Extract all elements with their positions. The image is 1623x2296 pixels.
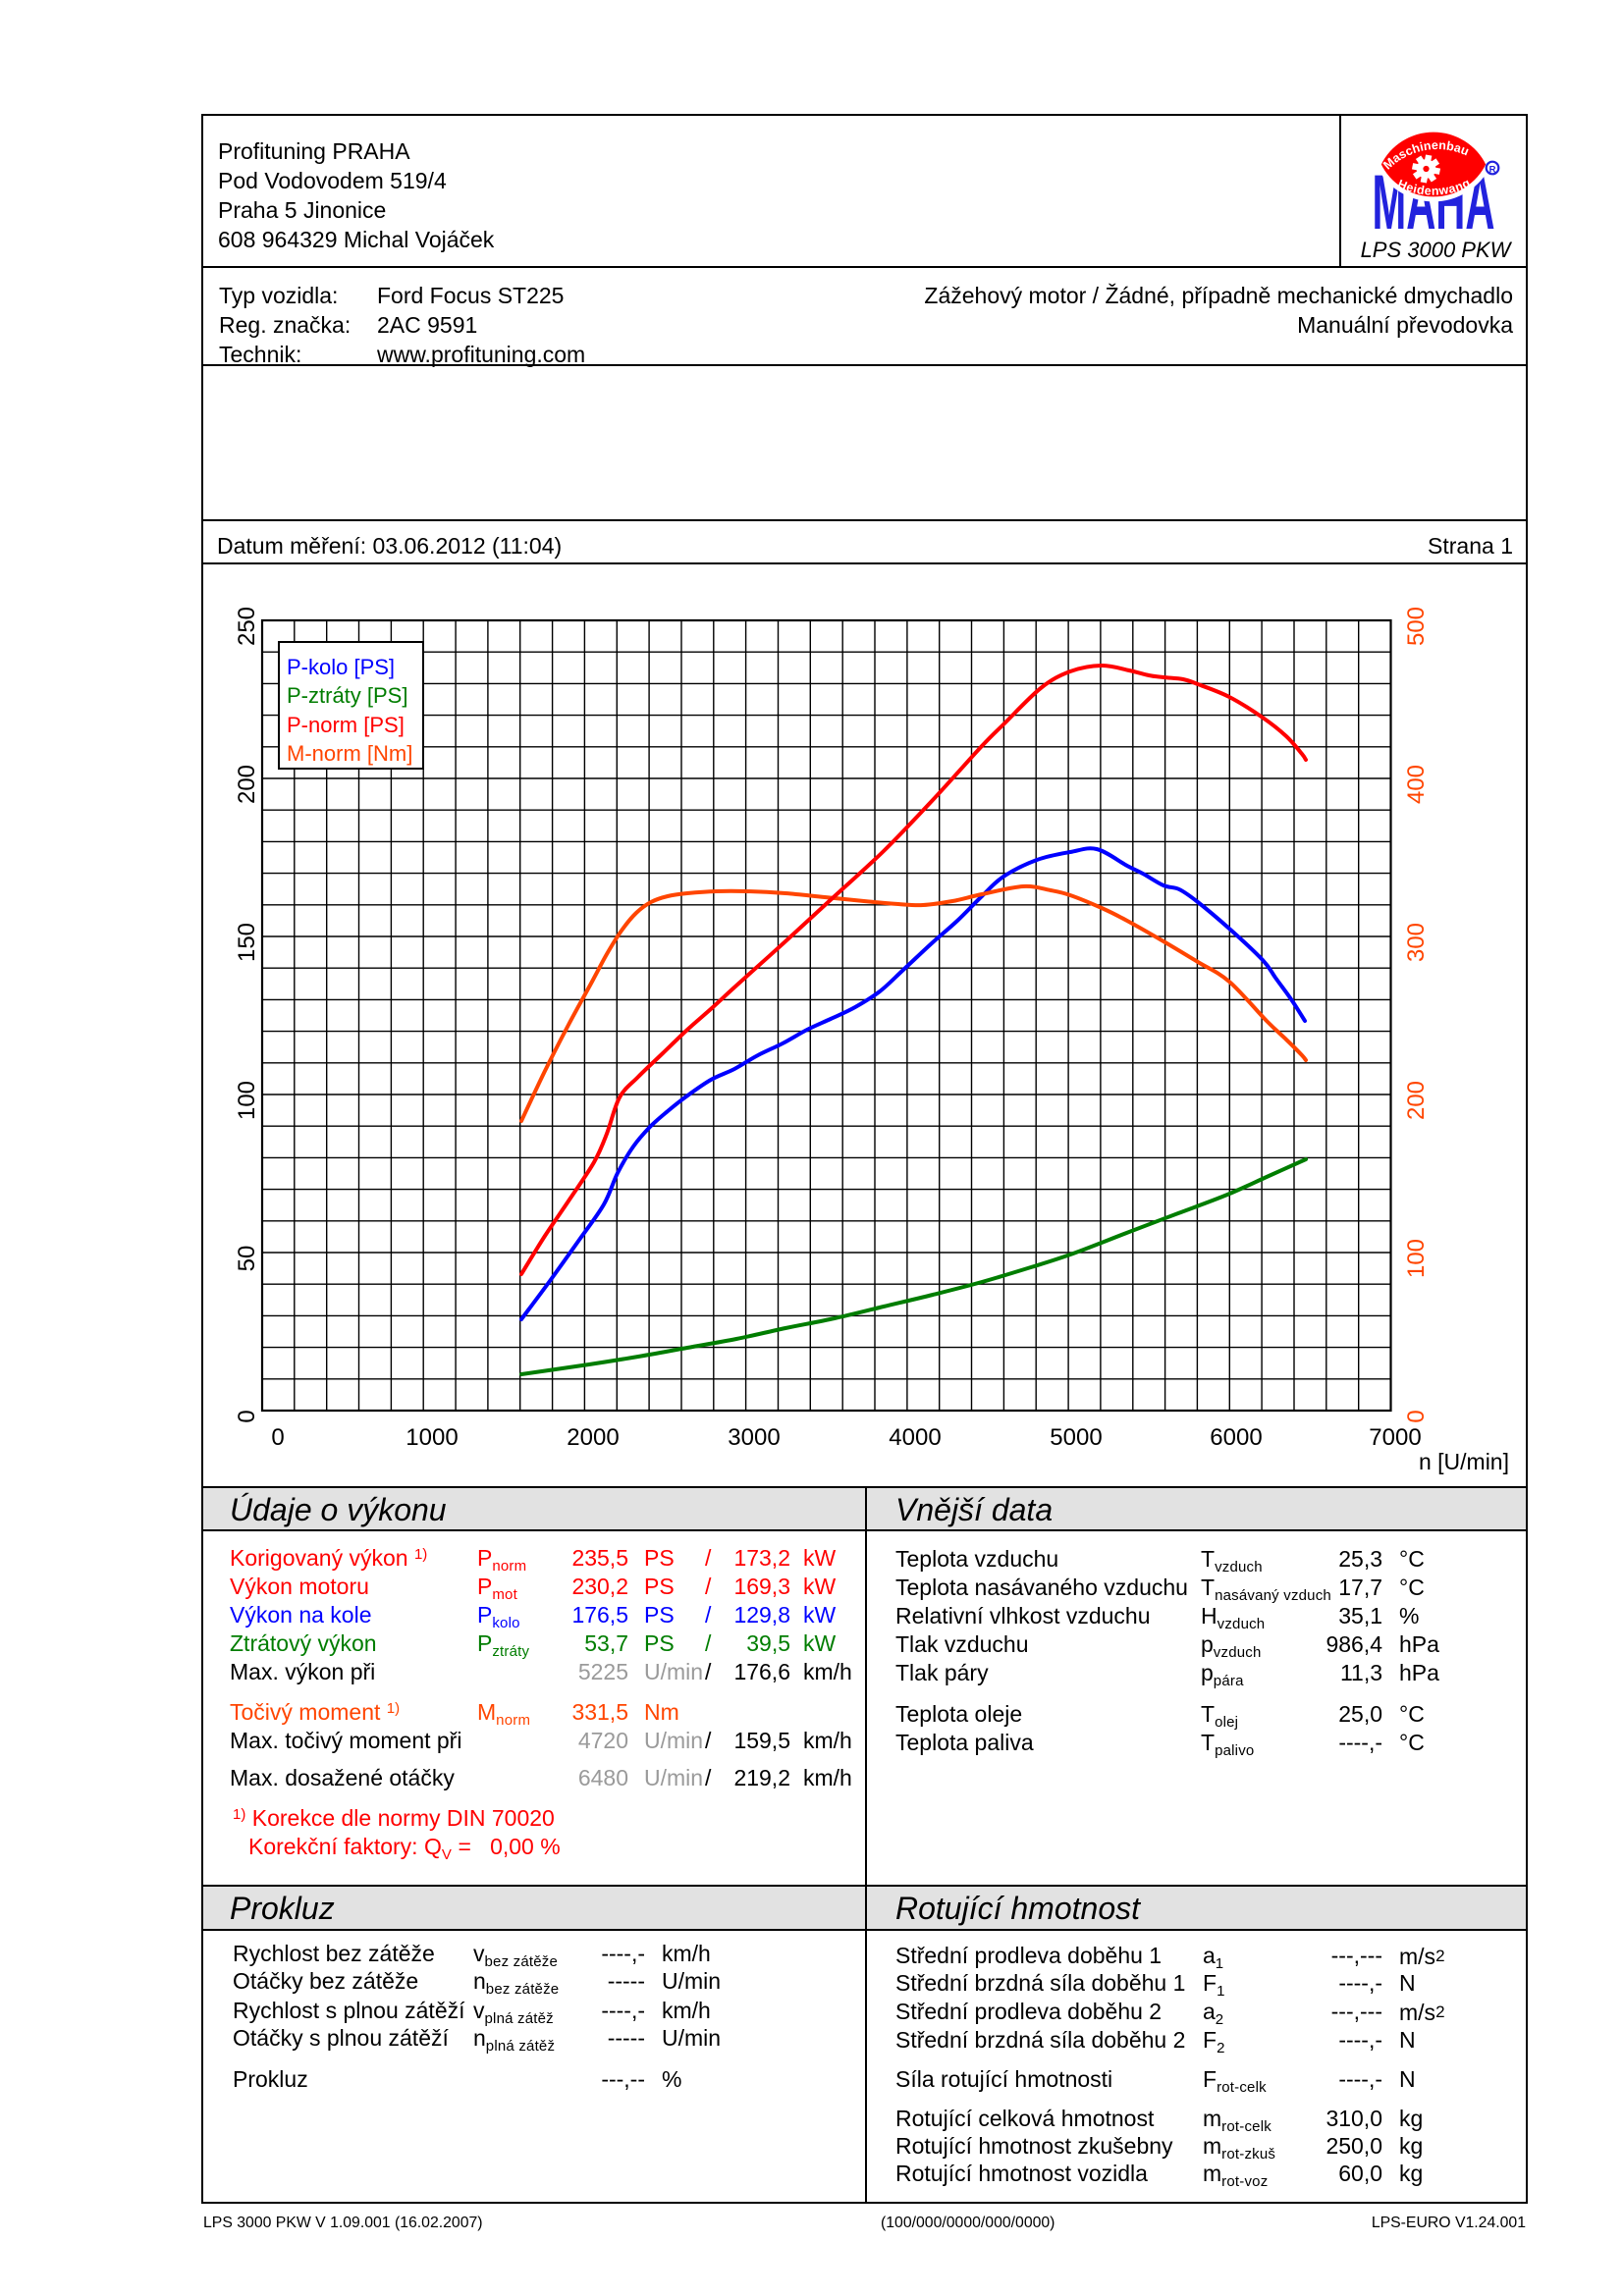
svg-text:500: 500 bbox=[1403, 607, 1430, 646]
svg-text:0: 0 bbox=[234, 1410, 260, 1422]
svg-text:4000: 4000 bbox=[889, 1424, 941, 1451]
svg-text:250: 250 bbox=[234, 607, 260, 646]
svg-text:150: 150 bbox=[234, 923, 260, 962]
svg-text:R: R bbox=[1489, 165, 1496, 176]
svg-text:LPS 3000 PKW: LPS 3000 PKW bbox=[1361, 238, 1513, 262]
svg-text:P-kolo [PS]: P-kolo [PS] bbox=[287, 655, 395, 679]
svg-text:3000: 3000 bbox=[728, 1424, 780, 1451]
svg-text:200: 200 bbox=[234, 765, 260, 804]
svg-text:300: 300 bbox=[1403, 923, 1430, 962]
svg-text:1000: 1000 bbox=[406, 1424, 458, 1451]
svg-text:2000: 2000 bbox=[567, 1424, 619, 1451]
svg-text:P-ztráty [PS]: P-ztráty [PS] bbox=[287, 683, 407, 708]
svg-text:50: 50 bbox=[234, 1246, 260, 1272]
svg-text:6000: 6000 bbox=[1210, 1424, 1262, 1451]
svg-text:7000: 7000 bbox=[1369, 1424, 1421, 1451]
svg-text:200: 200 bbox=[1403, 1081, 1430, 1120]
svg-text:100: 100 bbox=[234, 1081, 260, 1120]
svg-text:P-norm [PS]: P-norm [PS] bbox=[287, 713, 405, 737]
svg-text:100: 100 bbox=[1403, 1239, 1430, 1278]
svg-text:0: 0 bbox=[271, 1424, 284, 1451]
svg-text:0: 0 bbox=[1403, 1410, 1430, 1422]
svg-text:5000: 5000 bbox=[1050, 1424, 1102, 1451]
svg-text:400: 400 bbox=[1403, 765, 1430, 804]
svg-text:n [U/min]: n [U/min] bbox=[1419, 1449, 1509, 1474]
svg-text:M-norm [Nm]: M-norm [Nm] bbox=[287, 741, 412, 766]
